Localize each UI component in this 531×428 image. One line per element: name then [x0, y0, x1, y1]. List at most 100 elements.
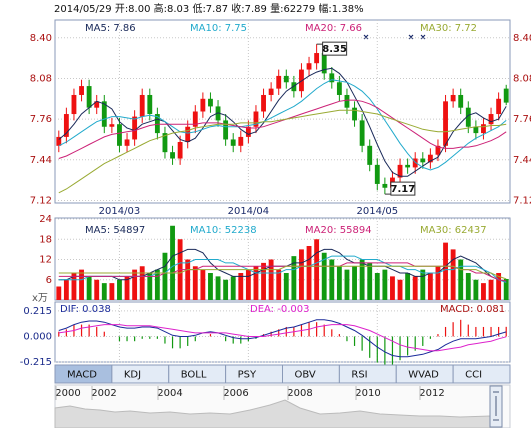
candle-body — [374, 164, 380, 184]
timeline-year: 2012 — [419, 388, 444, 399]
candle-body — [359, 120, 365, 146]
volume-bar — [488, 279, 494, 300]
candle-body — [63, 114, 69, 137]
tab-label[interactable]: RSI — [351, 370, 367, 381]
tab-label[interactable]: OBV — [295, 370, 316, 381]
legend-entry: MA20: 55894 — [305, 225, 372, 236]
volume-bar — [299, 249, 304, 300]
candle-body — [458, 94, 464, 108]
volume-bar — [496, 273, 502, 300]
legend-entry: MA20: 7.66 — [305, 23, 362, 34]
volume-bar — [185, 259, 191, 300]
volume-bar — [79, 269, 84, 300]
candle-body — [170, 152, 175, 159]
candle-body — [496, 98, 502, 115]
volume-bar — [352, 266, 357, 300]
volume-bar — [321, 252, 327, 300]
volume-bar — [238, 273, 244, 300]
volume-bar — [283, 273, 289, 300]
candle-body — [192, 111, 198, 127]
volume-bar — [268, 259, 274, 300]
candle-body — [503, 88, 509, 103]
candle-body — [238, 136, 244, 146]
volume-bar — [94, 279, 100, 300]
y-tick-label-right: 7.12 — [513, 195, 531, 206]
volume-bar — [86, 276, 92, 300]
y-tick-label: 0.000 — [23, 331, 52, 342]
volume-bar — [503, 278, 509, 300]
candle-body — [117, 124, 122, 146]
price-panel — [54, 19, 511, 204]
legend-entry: DEA: -0.003 — [250, 304, 309, 315]
y-tick-label: 7.12 — [30, 195, 52, 206]
volume-bar — [405, 273, 411, 300]
volume-bar — [200, 269, 206, 300]
x-tick-label: 2014/03 — [99, 206, 141, 217]
candle-body — [314, 53, 320, 64]
event-markers — [363, 34, 426, 40]
volume-bar — [382, 269, 388, 300]
annotation-label: 8.35 — [322, 44, 347, 55]
volume-bar — [124, 276, 130, 300]
candle-body — [435, 145, 441, 155]
y-tick-label: 7.44 — [30, 155, 52, 166]
candle-body — [177, 142, 183, 159]
volume-bar — [450, 249, 456, 300]
volume-bar — [481, 283, 486, 300]
legend-entry: MA30: 62437 — [420, 225, 487, 236]
y-unit-label: x万 — [32, 293, 48, 304]
candle-body — [427, 154, 433, 163]
candle-body — [147, 94, 153, 115]
candle-body — [79, 86, 84, 95]
tab-label[interactable]: WVAD — [408, 370, 439, 381]
candle-body — [109, 124, 115, 127]
volume-bar — [162, 252, 168, 300]
candle-body — [162, 133, 168, 153]
volume-bar — [443, 242, 448, 300]
y-tick-label: -0.215 — [20, 357, 52, 368]
legend-entry: MA5: 7.86 — [85, 23, 136, 34]
candle-body — [56, 136, 62, 146]
volume-bar — [139, 266, 145, 300]
volume-bar — [314, 239, 320, 300]
volume-bar — [109, 283, 115, 300]
tab-label[interactable]: PSY — [238, 370, 257, 381]
candle-body — [283, 75, 289, 83]
tab-label[interactable]: CCI — [465, 370, 482, 381]
y-tick-label: 8.40 — [30, 33, 52, 44]
handle-grip — [493, 391, 499, 421]
candle-body — [481, 124, 486, 134]
tab-label[interactable]: BOLL — [181, 370, 207, 381]
candle-body — [185, 126, 191, 142]
y-tick-label: 7.76 — [30, 114, 52, 125]
candle-body — [245, 126, 251, 137]
annotation-box — [322, 41, 348, 56]
candle-body — [405, 164, 411, 168]
tab-label[interactable]: KDJ — [124, 370, 141, 381]
candle-body — [397, 164, 403, 178]
legend-entry: MA10: 7.75 — [190, 23, 247, 34]
timeline-area — [54, 399, 491, 428]
y-tick-label: 6 — [46, 275, 52, 286]
tab[interactable] — [338, 364, 397, 384]
ma-line — [58, 109, 507, 194]
candle-body — [223, 120, 229, 140]
candle-body — [132, 116, 138, 140]
tab-label[interactable]: MACD — [67, 370, 97, 381]
y-tick-label-right: 7.44 — [513, 155, 531, 166]
volume-bar — [208, 273, 213, 300]
candle-body — [230, 139, 236, 146]
candle-body — [86, 86, 92, 108]
legend-entry: MA5: 54897 — [85, 225, 145, 236]
volume-bar — [412, 276, 418, 300]
annotation-box — [390, 181, 416, 196]
candle-body — [101, 101, 107, 127]
x-tick-label: 2014/05 — [357, 206, 399, 217]
candle-body — [261, 94, 266, 112]
tab[interactable] — [452, 364, 511, 384]
volume-bar — [56, 286, 62, 300]
candle-body — [321, 53, 327, 74]
legend-entry: DIF: 0.038 — [60, 304, 111, 315]
candle-body — [488, 114, 494, 125]
